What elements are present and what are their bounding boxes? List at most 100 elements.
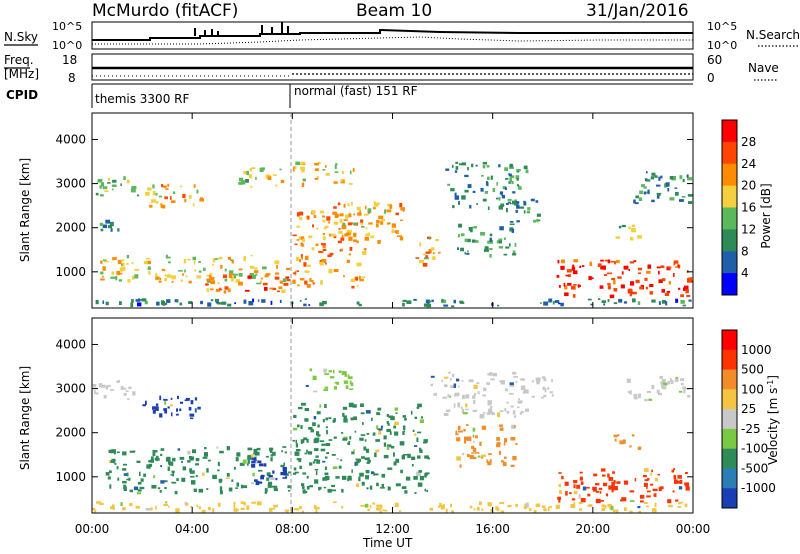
data-cell bbox=[99, 194, 104, 197]
data-cell bbox=[366, 448, 370, 453]
data-cell bbox=[497, 412, 501, 418]
data-cell bbox=[165, 188, 169, 190]
data-cell bbox=[297, 284, 300, 287]
data-cell bbox=[346, 232, 351, 236]
data-cell bbox=[472, 395, 476, 399]
colorbar-swatch bbox=[722, 229, 737, 252]
data-cell bbox=[684, 503, 688, 508]
data-cell bbox=[219, 490, 223, 495]
data-cell bbox=[391, 445, 395, 449]
data-cell bbox=[336, 457, 339, 460]
freq-trace bbox=[92, 66, 693, 77]
data-cell bbox=[200, 197, 203, 199]
data-cell bbox=[567, 282, 572, 286]
data-cell bbox=[652, 508, 656, 512]
data-cell bbox=[159, 413, 163, 418]
data-cell bbox=[568, 274, 571, 278]
data-cell bbox=[389, 204, 393, 209]
data-cell bbox=[618, 298, 623, 303]
data-cell bbox=[164, 274, 169, 277]
data-cell bbox=[196, 189, 199, 194]
data-cell bbox=[241, 180, 246, 185]
data-cell bbox=[224, 286, 229, 290]
data-cell bbox=[646, 191, 649, 194]
data-cell bbox=[123, 176, 126, 180]
data-cell bbox=[525, 408, 529, 412]
data-cell bbox=[639, 190, 643, 194]
data-cell bbox=[166, 456, 171, 459]
data-cell bbox=[610, 505, 614, 511]
data-cell bbox=[286, 267, 291, 271]
data-cell bbox=[656, 194, 660, 199]
data-cell bbox=[691, 280, 693, 283]
data-cell bbox=[299, 465, 302, 469]
data-cell bbox=[604, 259, 608, 262]
data-cell bbox=[489, 459, 492, 463]
data-cell bbox=[134, 274, 139, 279]
data-cell bbox=[293, 272, 297, 275]
data-cell bbox=[683, 287, 687, 291]
data-cell bbox=[334, 213, 339, 219]
data-cell bbox=[131, 262, 134, 265]
data-cell bbox=[356, 240, 359, 244]
data-cell bbox=[161, 301, 165, 306]
data-cell bbox=[613, 302, 618, 305]
data-cell bbox=[314, 437, 320, 442]
data-cell bbox=[314, 505, 317, 509]
data-cell bbox=[455, 166, 459, 170]
data-cell bbox=[122, 507, 126, 511]
data-cell bbox=[295, 443, 298, 448]
data-cell bbox=[601, 300, 607, 303]
data-cell bbox=[515, 380, 518, 383]
data-cell bbox=[177, 448, 181, 451]
data-cell bbox=[419, 449, 423, 453]
data-cell bbox=[112, 179, 117, 183]
data-cell bbox=[181, 477, 186, 482]
data-cell bbox=[499, 191, 504, 195]
data-cell bbox=[126, 254, 130, 259]
data-cell bbox=[231, 273, 234, 276]
data-cell bbox=[577, 284, 581, 287]
data-cell bbox=[595, 490, 600, 493]
data-cell bbox=[607, 283, 611, 286]
data-cell bbox=[210, 276, 215, 281]
data-cell bbox=[235, 487, 238, 489]
data-cell bbox=[272, 451, 276, 456]
data-cell bbox=[569, 492, 572, 495]
data-cell bbox=[282, 278, 287, 283]
data-cell bbox=[193, 488, 197, 493]
data-cell bbox=[673, 262, 676, 266]
data-cell bbox=[279, 299, 282, 303]
data-cell bbox=[147, 266, 151, 270]
data-cell bbox=[650, 483, 654, 486]
data-cell bbox=[657, 473, 660, 476]
data-cell bbox=[600, 468, 606, 472]
data-cell bbox=[375, 439, 380, 442]
data-cell bbox=[580, 481, 584, 485]
data-cell bbox=[425, 299, 430, 304]
data-cell bbox=[262, 266, 267, 270]
data-cell bbox=[205, 283, 208, 286]
data-cell bbox=[613, 434, 618, 438]
data-cell bbox=[167, 406, 170, 409]
data-cell bbox=[473, 440, 475, 443]
data-cell bbox=[352, 404, 357, 408]
data-cell bbox=[123, 473, 129, 476]
data-cell bbox=[164, 278, 167, 282]
data-cell bbox=[164, 401, 166, 405]
data-cell bbox=[400, 219, 403, 222]
data-cell bbox=[376, 412, 380, 416]
data-cell bbox=[578, 501, 583, 504]
data-cell bbox=[348, 253, 351, 256]
data-cell bbox=[125, 390, 129, 392]
data-cell bbox=[188, 195, 192, 199]
data-cell bbox=[458, 201, 460, 205]
data-cell bbox=[573, 284, 577, 286]
data-cell bbox=[686, 295, 691, 297]
data-cell bbox=[174, 299, 179, 303]
data-cell bbox=[623, 480, 629, 485]
data-cell bbox=[642, 475, 647, 478]
data-cell bbox=[468, 227, 473, 231]
